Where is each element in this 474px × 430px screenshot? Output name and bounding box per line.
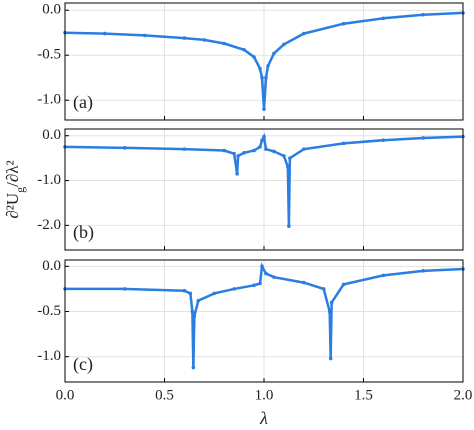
y-tick-label: 0.0	[42, 2, 61, 18]
data-point	[182, 288, 187, 293]
y-axis-label-part: g	[13, 187, 27, 193]
data-point	[421, 12, 426, 17]
data-point	[212, 291, 217, 296]
data-point	[202, 38, 207, 42]
data-point	[272, 149, 276, 154]
data-point	[262, 107, 266, 111]
data-point	[190, 309, 195, 314]
y-tick-label: -1.0	[37, 92, 61, 108]
data-point	[282, 154, 286, 158]
data-point	[182, 36, 187, 40]
x-tick-label: 1.0	[255, 387, 274, 403]
y-tick-label: -1.0	[37, 172, 61, 188]
data-point	[302, 31, 306, 36]
plot-frame	[64, 2, 464, 121]
data-point	[262, 134, 266, 139]
plot-frame	[64, 259, 464, 383]
series-line	[65, 262, 464, 368]
data-point	[142, 33, 147, 38]
data-point	[182, 147, 187, 151]
data-point	[302, 147, 306, 151]
data-point	[188, 291, 193, 296]
data-point	[341, 282, 346, 287]
data-point	[272, 275, 276, 279]
data-point	[232, 151, 236, 156]
y-tick-label: -2.0	[37, 217, 61, 233]
data-point	[288, 156, 292, 160]
data-point	[260, 264, 264, 269]
data-point	[321, 287, 326, 291]
y-tick-label: -0.5	[37, 47, 61, 63]
data-point	[258, 281, 262, 286]
y-tick-label: 0.0	[42, 127, 61, 143]
y-axis-label: ∂²Ug/∂λ²	[3, 160, 27, 218]
panel-label: (c)	[73, 354, 93, 375]
data-point	[282, 42, 286, 47]
data-point	[287, 224, 291, 229]
y-tick-label: -0.5	[37, 303, 61, 319]
data-point	[329, 300, 334, 305]
panel-label: (a)	[73, 92, 93, 113]
data-point	[242, 48, 246, 52]
data-point	[252, 148, 256, 153]
y-axis-label-part: /∂λ²	[3, 160, 22, 186]
data-point	[260, 138, 264, 143]
data-point	[264, 147, 268, 151]
data-point	[222, 148, 226, 153]
data-point	[264, 271, 268, 276]
plot-frame	[64, 128, 464, 251]
x-axis-label: λ	[259, 408, 268, 428]
data-point	[122, 287, 127, 291]
x-tick-label: 2.0	[454, 387, 473, 403]
data-point	[260, 75, 264, 80]
x-tick-label: 0.5	[155, 387, 174, 403]
data-point	[252, 283, 256, 288]
data-point	[302, 280, 306, 285]
data-point	[252, 55, 256, 59]
data-point	[192, 314, 197, 318]
x-tick-label: 1.5	[354, 387, 373, 403]
series-line	[64, 11, 464, 110]
data-point	[327, 309, 332, 314]
data-point	[381, 273, 386, 278]
data-point	[235, 172, 239, 176]
y-axis-label-part: ∂²U	[3, 193, 22, 219]
data-point	[341, 141, 346, 146]
data-point	[264, 75, 268, 80]
data-point	[266, 64, 270, 68]
y-tick-label: 0.0	[42, 258, 61, 274]
data-point	[258, 145, 262, 149]
data-point	[272, 51, 276, 56]
data-point	[258, 66, 262, 71]
data-point	[236, 154, 240, 158]
data-point	[196, 298, 201, 303]
data-point	[286, 165, 290, 169]
panel-label: (b)	[73, 222, 94, 243]
data-point	[341, 21, 346, 26]
data-point	[421, 269, 426, 273]
data-point	[421, 136, 426, 140]
x-tick-label: 0.0	[56, 387, 75, 403]
data-point	[232, 287, 236, 291]
data-point	[222, 41, 226, 46]
data-point	[381, 16, 386, 21]
data-point	[381, 138, 386, 143]
data-point	[242, 150, 246, 155]
data-point	[103, 31, 107, 36]
y-tick-label: -1.0	[37, 348, 61, 364]
data-point	[328, 356, 333, 361]
data-point	[191, 365, 196, 370]
data-point	[122, 146, 127, 150]
